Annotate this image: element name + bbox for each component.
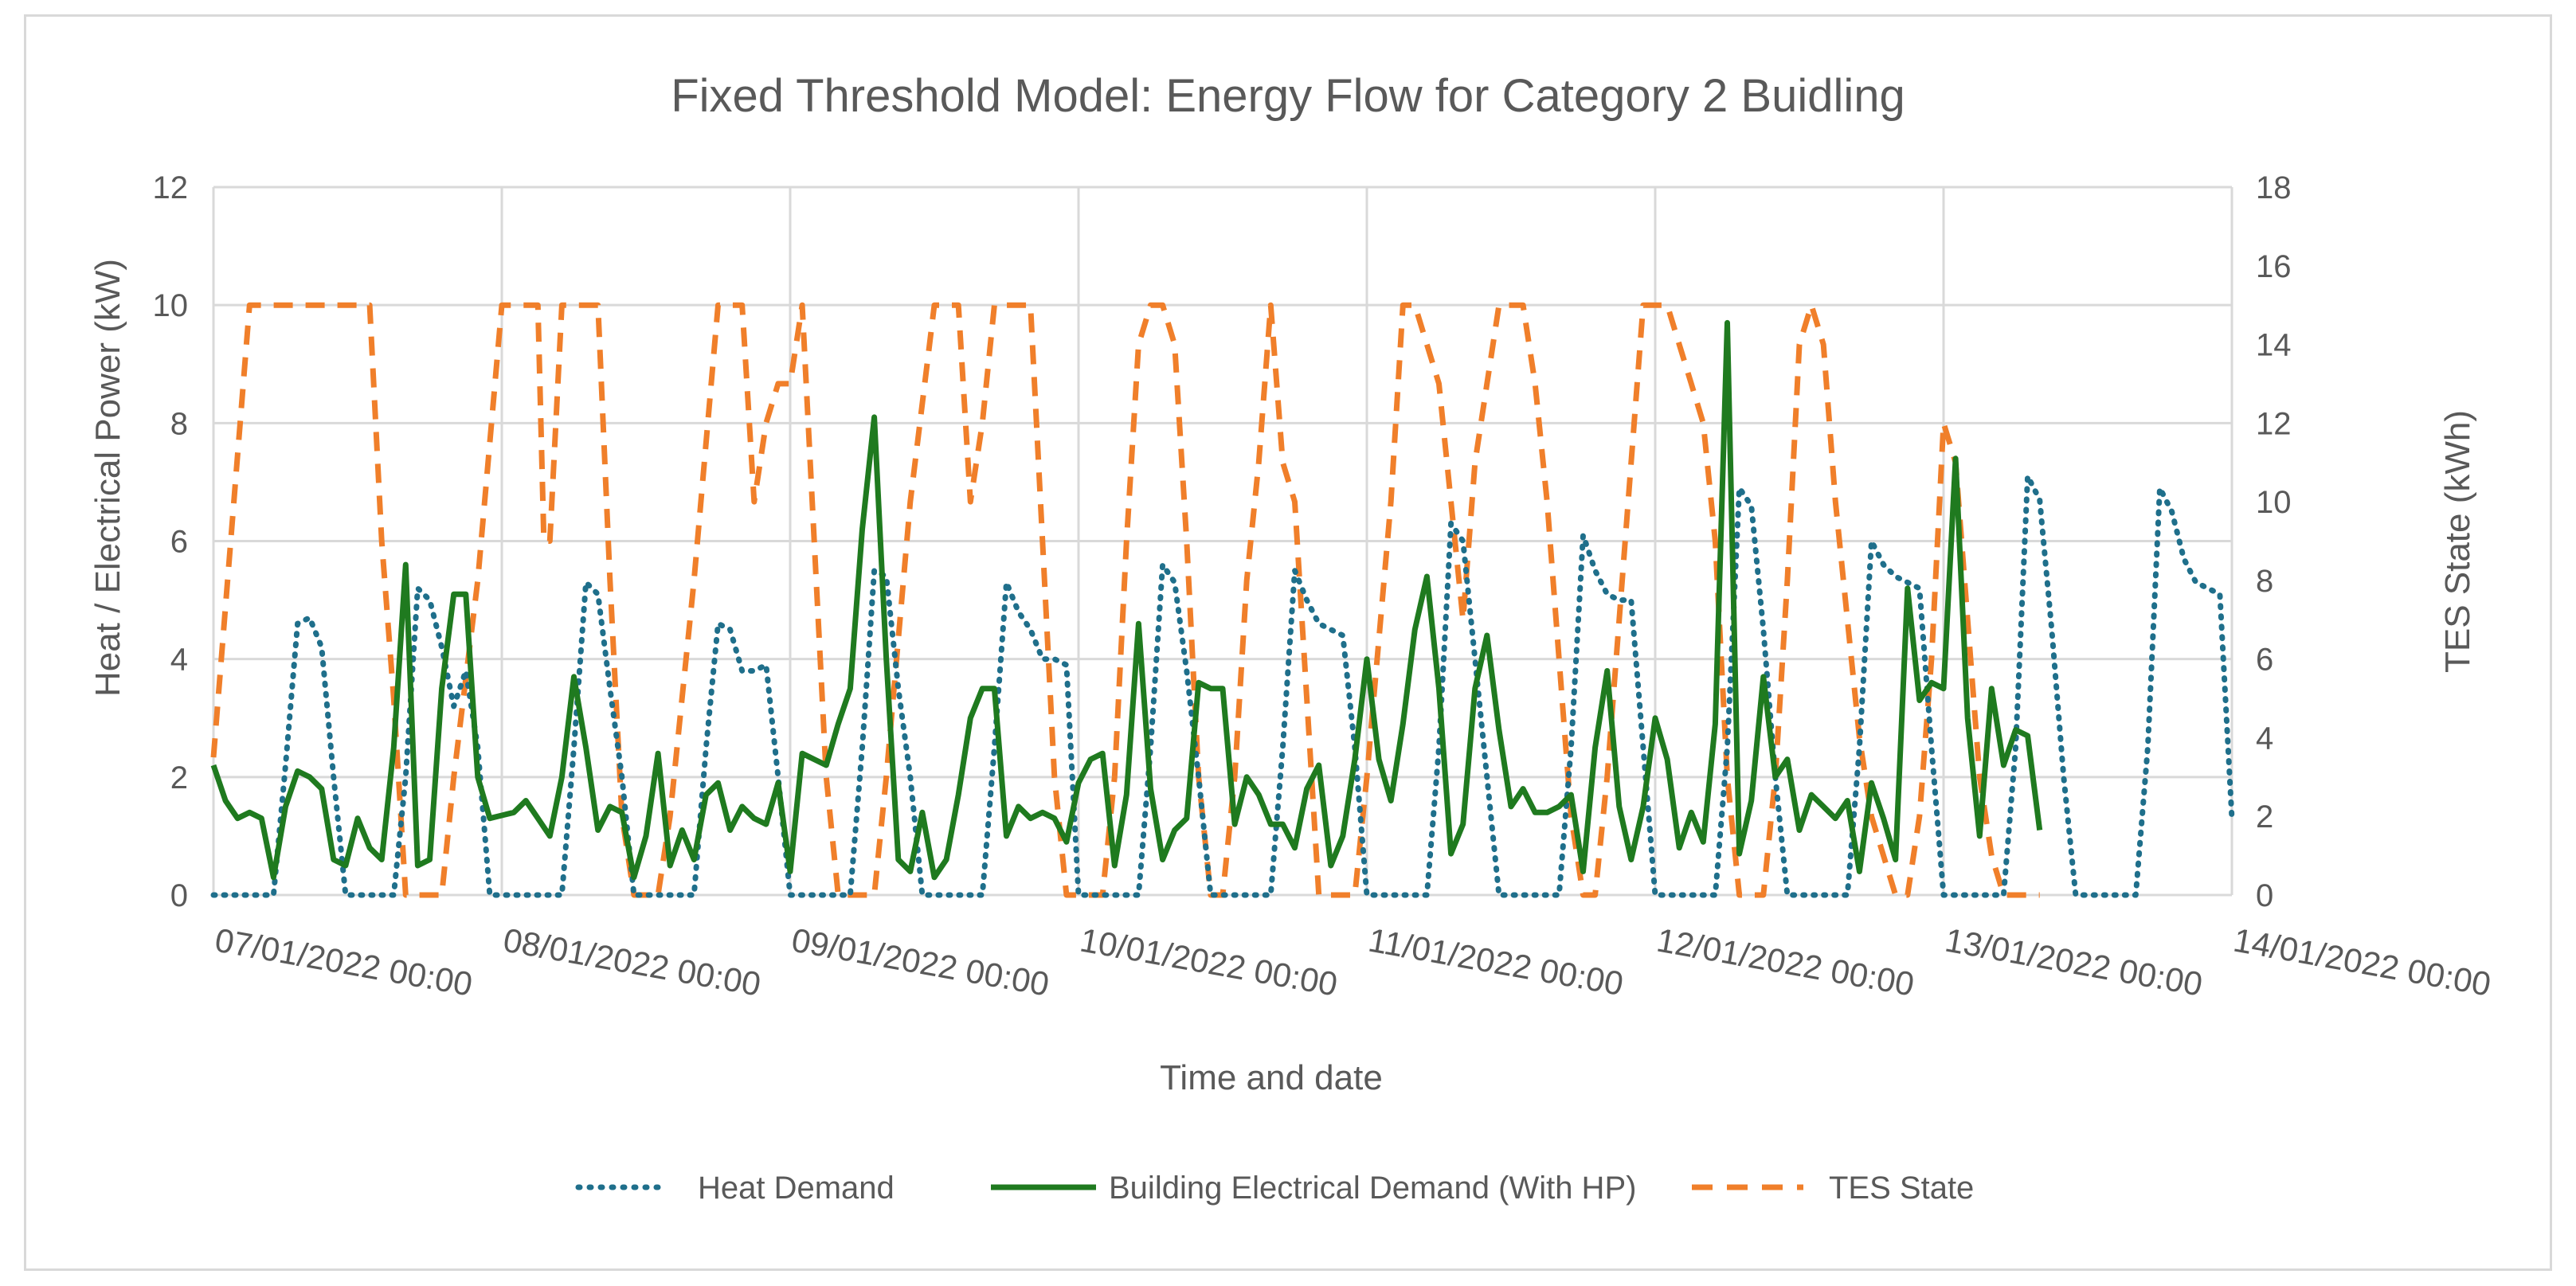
- y2-tick-label: 18: [2256, 170, 2292, 205]
- legend-label-heat-demand: Heat Demand: [698, 1171, 895, 1206]
- x-tick-label: 08/01/2022 00:00: [500, 921, 763, 1003]
- y-axis-right-ticks: 0 2 4 6 8 10 12 14 16 18: [2256, 170, 2292, 913]
- x-tick-label: 13/01/2022 00:00: [1942, 921, 2205, 1003]
- x-axis-label: Time and date: [1160, 1058, 1383, 1097]
- gridlines: [212, 186, 2233, 897]
- y2-tick-label: 12: [2256, 406, 2292, 441]
- legend-label-electrical-demand: Building Electrical Demand (With HP): [1109, 1171, 1636, 1206]
- x-tick-label: 12/01/2022 00:00: [1654, 921, 1916, 1003]
- series-line-building-electrical-demand-with-hp: [210, 319, 2043, 881]
- y2-tick-label: 4: [2256, 721, 2273, 756]
- legend-item-heat-demand: Heat Demand: [575, 1171, 895, 1206]
- y2-axis-label: TES State (kWh): [2438, 410, 2477, 673]
- legend: Heat Demand Building Electrical Demand (…: [575, 1171, 1974, 1206]
- y-tick-label: 2: [170, 760, 188, 795]
- series-line-tes-state: [210, 302, 2040, 898]
- x-tick-label: 07/01/2022 00:00: [212, 921, 475, 1003]
- x-tick-label: 10/01/2022 00:00: [1077, 921, 1340, 1003]
- series-lines: [210, 302, 2235, 898]
- y-tick-label: 10: [153, 288, 189, 323]
- x-tick-label: 14/01/2022 00:00: [2230, 921, 2493, 1003]
- series-line-heat-demand: [210, 473, 2235, 898]
- y2-tick-label: 14: [2256, 328, 2292, 363]
- y-tick-label: 8: [170, 406, 188, 441]
- chart-title: Fixed Threshold Model: Energy Flow for C…: [671, 70, 1905, 122]
- y2-tick-label: 2: [2256, 799, 2273, 835]
- y2-tick-label: 10: [2256, 485, 2292, 520]
- y-tick-label: 4: [170, 643, 188, 678]
- x-axis-ticks: 07/01/2022 00:00 08/01/2022 00:00 09/01/20…: [212, 921, 2493, 1003]
- y-tick-label: 12: [153, 170, 189, 205]
- legend-label-tes-state: TES State: [1829, 1171, 1974, 1206]
- legend-item-tes-state: TES State: [1692, 1171, 1974, 1206]
- y-axis-label: Heat / Electrical Power (kW): [88, 259, 127, 697]
- y-axis-left-ticks: 0 2 4 6 8 10 12: [153, 170, 189, 913]
- x-tick-label: 09/01/2022 00:00: [789, 921, 1051, 1003]
- legend-item-electrical-demand: Building Electrical Demand (With HP): [991, 1171, 1636, 1206]
- y-tick-label: 6: [170, 525, 188, 560]
- x-tick-label: 11/01/2022 00:00: [1365, 921, 1626, 1003]
- y2-tick-label: 0: [2256, 878, 2273, 913]
- y2-tick-label: 8: [2256, 564, 2273, 599]
- y2-tick-label: 6: [2256, 643, 2273, 678]
- y2-tick-label: 16: [2256, 249, 2292, 284]
- y-tick-label: 0: [170, 878, 188, 913]
